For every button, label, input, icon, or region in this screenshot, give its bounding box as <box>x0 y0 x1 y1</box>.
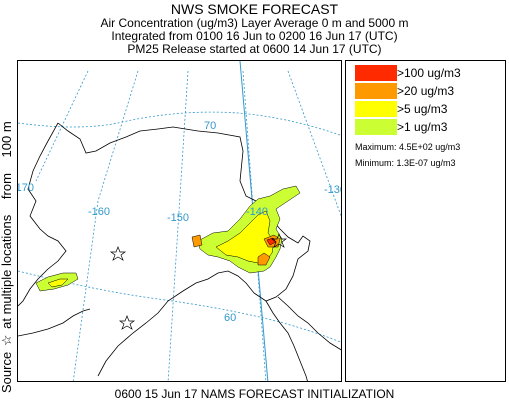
source-star-icon <box>270 233 288 248</box>
coastline <box>18 122 341 381</box>
lon-label: -130 <box>324 184 342 196</box>
source-height-text: 100 m <box>0 121 14 158</box>
lat-label: 60 <box>224 312 236 324</box>
maximum-value: Maximum: 4.5E+02 ug/m3 <box>355 142 461 152</box>
minimum-value: Minimum: 1.3E-07 ug/m3 <box>355 158 456 168</box>
source-star-icon <box>109 246 127 261</box>
lon-label: -170 <box>18 182 34 194</box>
source-star-icon <box>118 315 136 330</box>
legend-swatch <box>355 101 397 117</box>
source-from-text: from <box>0 173 14 200</box>
legend-swatch <box>355 65 397 81</box>
star-icon: ☆ <box>0 334 14 347</box>
lon-label: -160 <box>88 206 110 218</box>
map-title: NWS SMOKE FORECAST <box>170 1 339 17</box>
lat-label: 70 <box>204 120 216 132</box>
latitude-gridlines <box>18 111 341 343</box>
source-markers <box>109 233 288 330</box>
legend-swatch <box>355 119 397 135</box>
legend-swatch <box>355 83 397 99</box>
legend-item: >100 ug/m3 <box>355 65 461 81</box>
legend-item: >1 ug/m3 <box>355 119 447 135</box>
longitude-gridlines <box>35 70 341 381</box>
concentration-subtitle: Air Concentration (ug/m3) Layer Average … <box>100 16 409 30</box>
source-locations-text: at multiple locations <box>0 214 14 329</box>
release-info: PM25 Release started at 0600 14 Jun 17 (… <box>127 42 382 56</box>
source-label: Source ☆ at multiple locations from 100 … <box>0 63 15 393</box>
smoke-map: -170 -160 -150 -140 -130 70 60 <box>18 61 342 381</box>
legend-panel: >100 ug/m3 >20 ug/m3 >5 ug/m3 >1 ug/m3 M… <box>345 60 506 382</box>
smoke-plume-main <box>191 185 301 274</box>
lon-label: -150 <box>167 212 189 224</box>
legend-label: >100 ug/m3 <box>397 66 461 80</box>
lon-label: -140 <box>246 206 268 218</box>
smoke-plume-west <box>35 272 79 292</box>
legend-item: >20 ug/m3 <box>355 83 454 99</box>
legend-label: >5 ug/m3 <box>397 102 448 116</box>
integration-period: Integrated from 0100 16 Jun to 0200 16 J… <box>111 29 398 43</box>
legend-item: >5 ug/m3 <box>355 101 447 117</box>
map-panel: -170 -160 -150 -140 -130 70 60 <box>17 60 342 382</box>
legend-label: >1 ug/m3 <box>397 120 448 134</box>
legend-label: >20 ug/m3 <box>397 84 455 98</box>
forecast-initialization: 0600 15 Jun 17 NAMS FORECAST INITIALIZAT… <box>114 387 395 401</box>
